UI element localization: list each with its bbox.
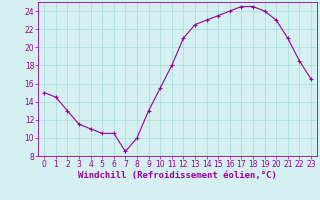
X-axis label: Windchill (Refroidissement éolien,°C): Windchill (Refroidissement éolien,°C)	[78, 171, 277, 180]
